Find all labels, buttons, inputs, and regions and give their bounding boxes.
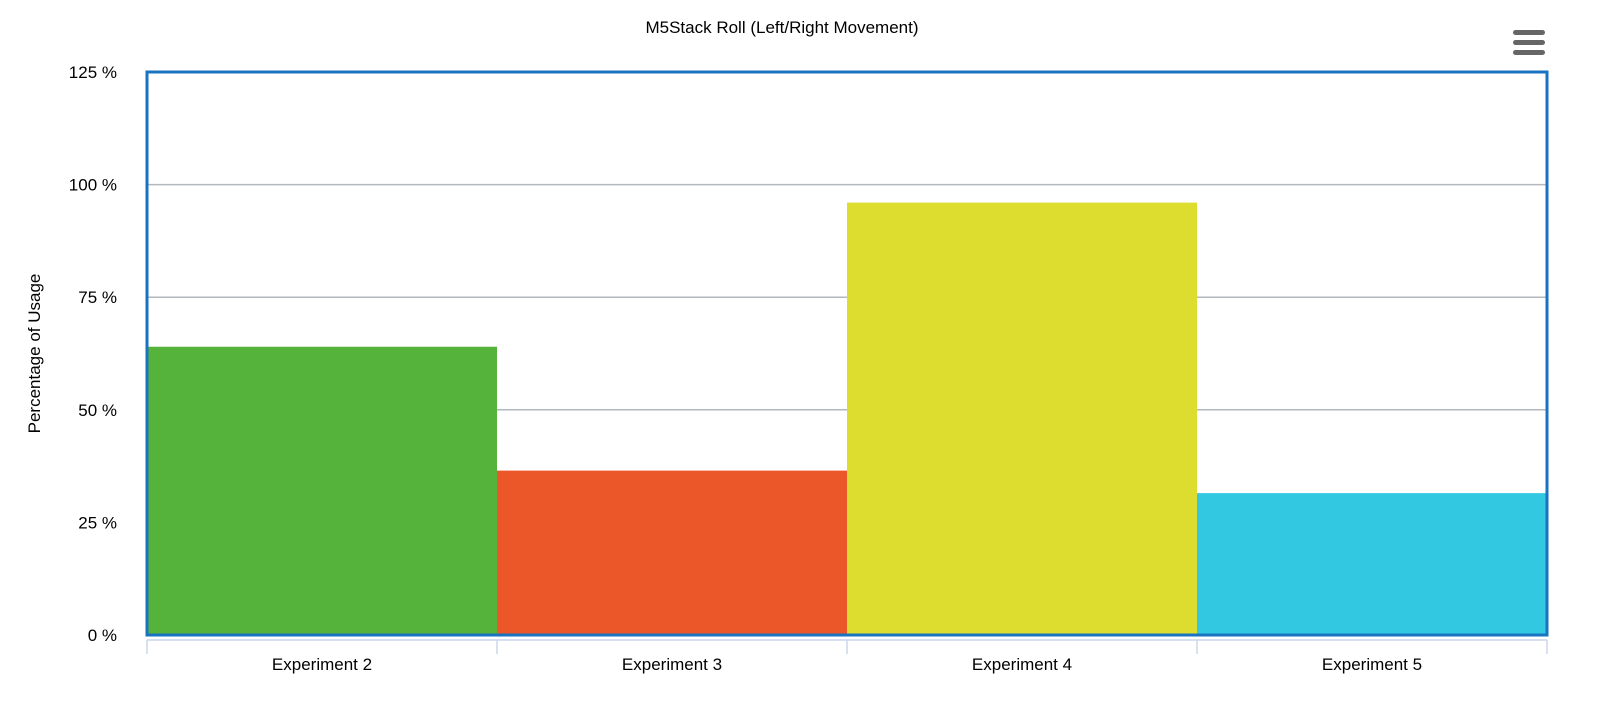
plot-border — [145, 70, 1549, 637]
x-tick-label: Experiment 3 — [622, 655, 722, 674]
bar-experiment-4[interactable] — [847, 202, 1197, 635]
y-axis-title: Percentage of Usage — [25, 274, 44, 434]
y-tick-label: 50 % — [78, 401, 117, 420]
chart-menu-button[interactable] — [1512, 28, 1546, 58]
y-tick-label: 125 % — [69, 63, 117, 82]
y-axis-tick-labels: 0 % 25 % 50 % 75 % 100 % 125 % — [69, 63, 117, 645]
bars — [147, 202, 1547, 635]
x-axis: Experiment 2 Experiment 3 Experiment 4 Expe… — [146, 639, 1548, 674]
y-tick-label: 25 % — [78, 513, 117, 532]
chart-title: M5Stack Roll (Left/Right Movement) — [645, 18, 918, 37]
bar-experiment-3[interactable] — [497, 470, 847, 635]
bar-experiment-5[interactable] — [1197, 493, 1547, 635]
y-tick-label: 0 % — [88, 626, 117, 645]
y-tick-label: 100 % — [69, 176, 117, 195]
x-tick-label: Experiment 2 — [272, 655, 372, 674]
x-tick-label: Experiment 5 — [1322, 655, 1422, 674]
hamburger-menu-icon[interactable] — [1513, 30, 1545, 55]
x-tick-label: Experiment 4 — [972, 655, 1072, 674]
bar-experiment-2[interactable] — [147, 346, 497, 635]
y-tick-label: 75 % — [78, 288, 117, 307]
